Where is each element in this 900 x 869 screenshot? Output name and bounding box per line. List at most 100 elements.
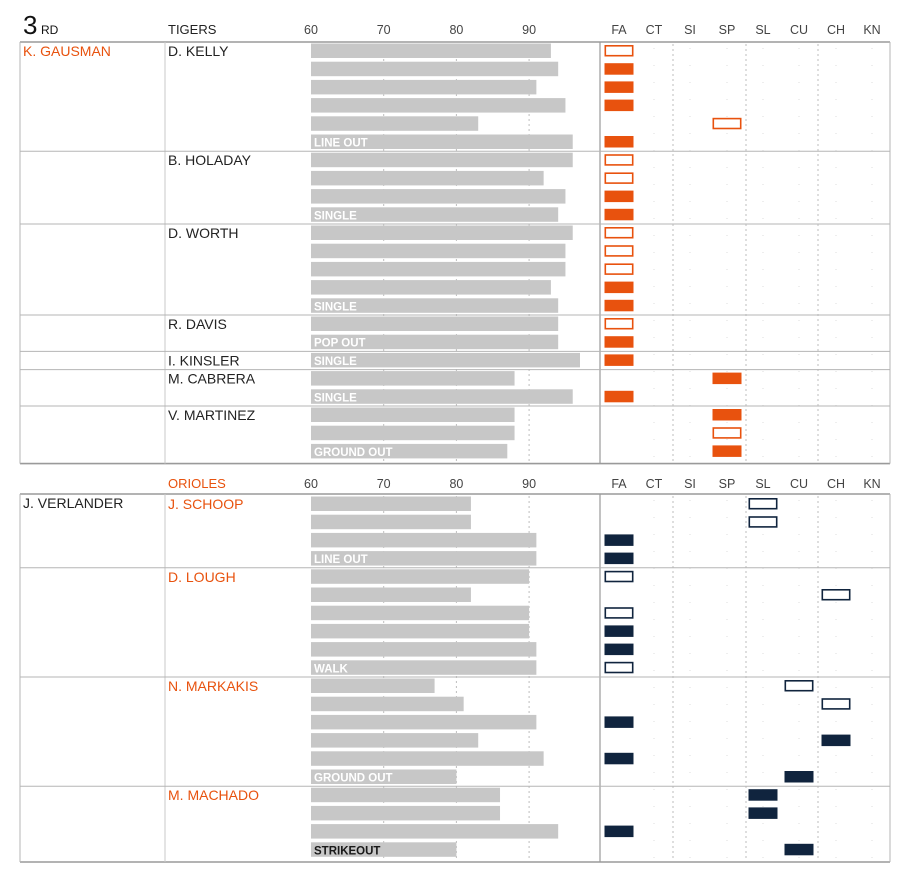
speed-bar <box>311 751 544 766</box>
pitch-marker-ball <box>712 427 742 439</box>
speed-bar <box>311 514 471 530</box>
pitch-type-label: SI <box>684 477 696 491</box>
speed-bar <box>311 352 580 368</box>
batter-name: D. WORTH <box>168 225 239 241</box>
speed-tick-label: 70 <box>377 23 391 37</box>
pitch-type-label: SI <box>684 23 696 37</box>
pitch-type-label: CT <box>646 23 663 37</box>
speed-bar <box>311 443 508 459</box>
pitch-marker-ball <box>821 698 851 710</box>
pitch-marker-strike <box>604 354 634 366</box>
pitch-marker-ball <box>604 154 634 166</box>
pitch-marker-strike <box>748 807 778 819</box>
pitch-marker-ball <box>604 263 634 275</box>
at-bat: D. WORTH SINGLE <box>20 223 890 313</box>
batter-name: D. KELLY <box>168 43 229 59</box>
speed-bar <box>311 134 573 149</box>
pitch-marker-ball <box>604 245 634 257</box>
speed-bar <box>311 660 537 675</box>
pitch-marker-strike <box>784 771 814 783</box>
speed-bar <box>311 425 515 441</box>
speed-bar <box>311 189 566 204</box>
speed-bar <box>311 98 566 113</box>
pitch-marker-strike <box>821 734 851 747</box>
speed-bar <box>311 842 457 857</box>
at-bat: V. MARTINEZ GROUND OUT <box>20 405 890 459</box>
speed-bar <box>311 371 515 386</box>
pitch-marker-strike <box>712 409 742 421</box>
pitch-marker-strike <box>712 372 742 385</box>
speed-bar <box>311 225 573 240</box>
pitch-type-label: CT <box>646 477 663 491</box>
speed-bar <box>311 642 537 657</box>
outcome-label: GROUND OUT <box>314 447 393 459</box>
outcome-label: SINGLE <box>314 392 357 404</box>
pitch-marker-strike <box>604 81 634 93</box>
pitch-type-label: SP <box>719 23 736 37</box>
pitch-marker-strike <box>604 281 634 294</box>
pitch-marker-ball <box>604 317 634 330</box>
pitch-type-label: SL <box>755 23 770 37</box>
outcome-label: POP OUT <box>314 338 366 350</box>
pitcher-name: J. VERLANDER <box>23 495 123 511</box>
half-inning-2: ORIOLES 60 70 80 90 FA CT SI SP SL CU CH KN J. VERLAN… <box>19 476 891 863</box>
speed-bar <box>311 116 479 131</box>
pitch-marker-ball <box>604 661 634 674</box>
at-bat: J. SCHOOP LINE OUT <box>168 496 778 566</box>
at-bat: M. MACHADO STRIKEOUT <box>20 785 890 857</box>
pitch-marker-ball <box>604 570 634 583</box>
speed-tick-label: 60 <box>304 477 318 491</box>
speed-bar <box>311 532 537 548</box>
speed-bar <box>311 243 566 259</box>
speed-tick-label: 90 <box>522 477 536 491</box>
speed-bar <box>311 805 501 821</box>
inning-label: 3 RD <box>23 10 59 40</box>
pitch-type-label: KN <box>863 477 880 491</box>
batter-name: M. MACHADO <box>168 787 259 803</box>
batter-name: R. DAVIS <box>168 316 227 332</box>
speed-bar <box>311 623 530 639</box>
pitch-type-label: FA <box>611 23 627 37</box>
batter-name: I. KINSLER <box>168 352 240 368</box>
speed-bar <box>311 678 435 693</box>
pitch-marker-strike <box>604 299 634 312</box>
pitch-type-label: KN <box>863 23 880 37</box>
pitch-marker-ball <box>604 44 634 57</box>
pitch-marker-strike <box>604 136 634 148</box>
pitch-marker-strike <box>604 552 634 565</box>
pitch-type-label: SL <box>755 477 770 491</box>
speed-tick-label: 90 <box>522 23 536 37</box>
speed-bar <box>311 496 471 511</box>
at-bat: N. MARKAKIS GROUND OUT <box>20 676 890 785</box>
team-header: ORIOLES <box>168 476 226 491</box>
outcome-label: GROUND OUT <box>314 773 393 785</box>
pitch-marker-strike <box>604 63 634 75</box>
pitch-marker-strike <box>748 789 778 801</box>
speed-bar <box>311 551 537 566</box>
speed-bar <box>311 605 530 621</box>
pitch-type-label: CH <box>827 23 845 37</box>
pitch-marker-strike <box>604 336 634 348</box>
pitch-marker-strike <box>604 752 634 765</box>
half-inning-1: TIGERS 60 70 80 90 FA CT SI SP SL CU CH KN K. GAUSMAN… <box>19 22 891 465</box>
speed-bar <box>311 170 544 186</box>
pitch-marker-ball <box>784 679 814 692</box>
pitch-marker-strike <box>604 625 634 637</box>
at-bat: D. LOUGH WALK <box>20 567 890 675</box>
at-bat: B. HOLADAY SINGLE <box>20 150 890 222</box>
speed-bar <box>311 334 559 350</box>
pitch-marker-ball <box>748 516 778 528</box>
outcome-label: LINE OUT <box>314 138 368 150</box>
speed-bar <box>311 298 559 313</box>
pitch-marker-ball <box>712 117 742 130</box>
pitch-marker-strike <box>604 190 634 203</box>
at-bat: M. CABRERA SINGLE <box>20 369 890 404</box>
pitch-marker-strike <box>604 390 634 403</box>
speed-bar <box>311 714 537 730</box>
batter-name: D. LOUGH <box>168 569 236 585</box>
speed-tick-label: 60 <box>304 23 318 37</box>
outcome-label: SINGLE <box>314 210 357 222</box>
speed-bar <box>311 769 457 784</box>
pitch-type-label: CU <box>790 23 808 37</box>
